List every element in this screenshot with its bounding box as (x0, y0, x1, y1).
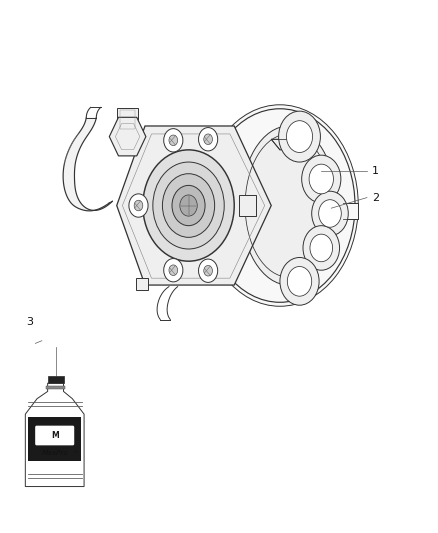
Bar (120, 110, 135, 128)
Circle shape (319, 200, 341, 227)
Circle shape (164, 128, 183, 152)
Text: ®: ® (73, 450, 77, 455)
Circle shape (309, 164, 333, 194)
Circle shape (312, 191, 348, 236)
Bar (117, 109, 138, 130)
Circle shape (287, 266, 312, 296)
Circle shape (204, 265, 212, 276)
Circle shape (164, 259, 183, 282)
Bar (136, 278, 148, 290)
Circle shape (303, 225, 339, 270)
Bar (48, 376, 64, 383)
Polygon shape (271, 139, 304, 150)
Circle shape (180, 195, 197, 216)
Circle shape (143, 150, 234, 261)
Circle shape (134, 200, 143, 211)
Text: 2: 2 (372, 192, 379, 203)
Text: M: M (51, 431, 59, 440)
Circle shape (129, 194, 148, 217)
Circle shape (169, 135, 178, 146)
FancyBboxPatch shape (35, 426, 74, 446)
Text: 1: 1 (372, 166, 379, 176)
Circle shape (198, 127, 218, 151)
Circle shape (169, 265, 178, 276)
Polygon shape (63, 118, 113, 211)
Polygon shape (117, 126, 271, 285)
Bar (343, 203, 358, 219)
Ellipse shape (201, 105, 358, 306)
Ellipse shape (241, 126, 336, 285)
Circle shape (204, 134, 212, 144)
Circle shape (172, 185, 205, 225)
Circle shape (280, 257, 319, 305)
Circle shape (198, 259, 218, 282)
Polygon shape (25, 383, 84, 487)
Text: MaxPro: MaxPro (41, 450, 68, 456)
Bar (28, 417, 81, 461)
Circle shape (286, 120, 313, 152)
Circle shape (279, 111, 321, 162)
Circle shape (310, 234, 332, 262)
Text: 3: 3 (26, 317, 33, 327)
Bar (239, 196, 256, 216)
Bar (46, 386, 65, 389)
Circle shape (302, 155, 341, 203)
Circle shape (162, 174, 215, 237)
Circle shape (153, 162, 224, 249)
Polygon shape (110, 117, 146, 156)
